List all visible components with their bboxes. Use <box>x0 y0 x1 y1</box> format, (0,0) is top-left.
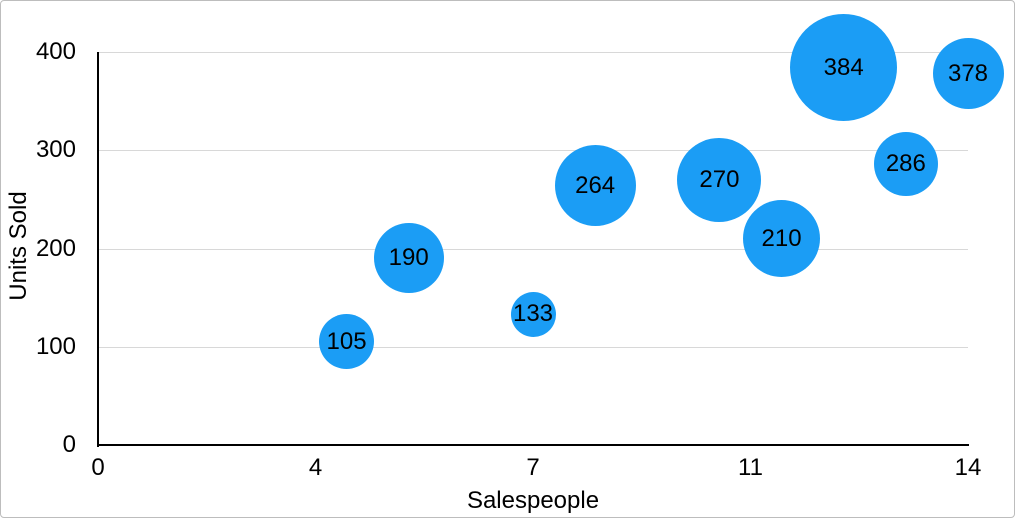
gridline-y-200 <box>98 248 968 250</box>
y-tick-label-100: 100 <box>35 332 76 360</box>
bubble-value-label: 264 <box>575 171 616 199</box>
y-axis-title: Units Sold <box>5 191 32 301</box>
bubble-210[interactable]: 210 <box>743 200 821 278</box>
x-tick-label-11: 11 <box>738 454 763 481</box>
bubble-286[interactable]: 286 <box>873 132 938 196</box>
bubble-378[interactable]: 378 <box>932 38 1004 110</box>
bubble-value-label: 378 <box>947 59 989 87</box>
x-axis-line <box>97 444 969 446</box>
bubble-190[interactable]: 190 <box>373 223 444 294</box>
y-tick-label-400: 400 <box>35 38 76 65</box>
bubble-value-label: 210 <box>761 224 802 252</box>
x-tick-label-0: 0 <box>91 454 105 481</box>
bubble-value-label: 286 <box>885 150 926 177</box>
y-tick-label-0: 0 <box>62 431 76 458</box>
bubble-value-label: 270 <box>699 165 740 193</box>
gridline-y-100 <box>98 346 968 348</box>
bubble-value-label: 105 <box>326 327 367 355</box>
x-tick-label-4: 4 <box>308 454 323 481</box>
gridline-y-400 <box>98 52 968 53</box>
bubble-value-label: 384 <box>823 53 864 81</box>
bubble-105[interactable]: 105 <box>319 314 375 370</box>
x-axis-title: Salespeople <box>466 487 600 514</box>
y-axis-line <box>97 52 99 447</box>
y-tick-label-300: 300 <box>35 136 76 164</box>
x-tick-label-14: 14 <box>954 454 982 481</box>
bubble-264[interactable]: 264 <box>554 145 636 227</box>
bubble-270[interactable]: 270 <box>677 137 762 222</box>
bubble-133[interactable]: 133 <box>510 291 556 337</box>
gridline-y-300 <box>98 150 968 152</box>
bubble-value-label: 133 <box>512 300 554 328</box>
bubble-384[interactable]: 384 <box>790 14 898 122</box>
bubble-value-label: 190 <box>388 244 429 272</box>
y-tick-label-200: 200 <box>35 234 76 262</box>
x-tick-label-7: 7 <box>526 454 540 481</box>
